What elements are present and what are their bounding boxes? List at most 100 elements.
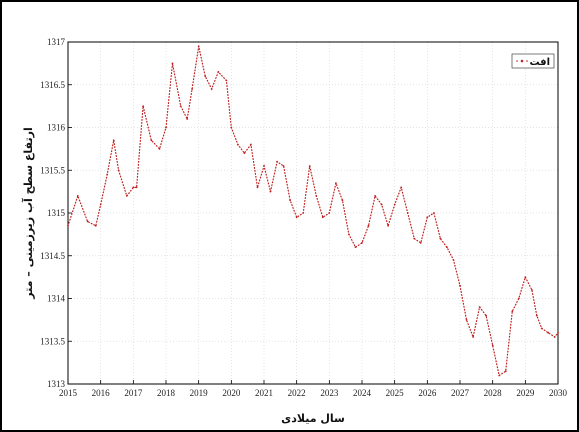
x-tick-label: 2025 <box>386 388 405 398</box>
data-point <box>485 314 487 317</box>
data-point <box>282 165 285 167</box>
data-point <box>67 224 69 227</box>
data-point <box>269 190 272 193</box>
data-point <box>535 314 538 317</box>
x-tick-label: 2021 <box>255 388 273 398</box>
data-point <box>406 212 409 214</box>
data-point <box>498 374 501 377</box>
y-tick-label: 1315 <box>47 208 66 218</box>
data-point <box>472 336 474 338</box>
data-point <box>524 276 527 278</box>
x-tick-label: 2015 <box>59 388 78 398</box>
legend: افت <box>511 53 555 69</box>
data-point <box>210 88 213 90</box>
y-tick-label: 1314.5 <box>40 251 65 261</box>
data-point <box>243 152 246 155</box>
data-point <box>135 186 138 189</box>
data-point <box>446 246 448 249</box>
data-point <box>191 88 194 90</box>
data-point <box>165 126 167 129</box>
legend-label: افت <box>529 57 550 68</box>
data-point <box>276 160 278 163</box>
x-tick-label: 2023 <box>320 388 339 398</box>
data-point <box>400 186 403 189</box>
data-point <box>393 203 396 206</box>
data-point <box>86 220 89 223</box>
y-tick-label: 1314 <box>47 294 66 304</box>
data-point <box>452 259 455 261</box>
data-point <box>328 212 331 214</box>
data-point <box>308 165 311 167</box>
y-tick-label: 1317 <box>47 37 66 47</box>
data-point <box>158 148 161 150</box>
x-tick-label: 2026 <box>418 388 437 398</box>
plot-area <box>67 41 559 385</box>
data-point <box>217 71 220 73</box>
data-point <box>142 105 145 107</box>
data-point <box>348 233 350 236</box>
data-point <box>531 289 533 291</box>
data-point <box>256 186 259 189</box>
data-point <box>354 246 357 249</box>
data-point <box>557 331 559 334</box>
y-tick-label: 1316 <box>47 123 66 133</box>
legend-marker <box>520 59 524 63</box>
data-point <box>367 224 370 227</box>
data-point <box>186 118 189 120</box>
y-tick-label: 1313 <box>47 379 66 389</box>
data-point <box>433 212 435 214</box>
data-point <box>76 195 79 197</box>
data-point <box>553 336 556 338</box>
data-point <box>117 169 120 172</box>
data-point <box>295 216 298 219</box>
x-tick-label: 2024 <box>353 388 372 398</box>
data-point <box>540 327 543 330</box>
data-point <box>150 139 153 142</box>
y-tick-label: 1315.5 <box>40 165 65 175</box>
x-tick-label: 2016 <box>92 388 111 398</box>
data-point <box>179 105 182 107</box>
data-point <box>132 186 135 189</box>
data-point <box>426 216 429 219</box>
data-point <box>106 173 109 176</box>
x-tick-label: 2018 <box>157 388 176 398</box>
data-point <box>94 224 97 227</box>
data-point <box>321 216 324 219</box>
y-axis-title: ارتفاع سطح آب زیرزمینی – متر <box>21 127 35 299</box>
data-point <box>547 331 550 334</box>
data-point <box>289 199 291 202</box>
data-point <box>197 45 200 48</box>
data-point <box>302 212 305 214</box>
data-point <box>225 79 228 82</box>
data-point <box>204 75 207 78</box>
legend-box <box>511 53 555 69</box>
y-tick-label: 1316.5 <box>40 80 65 90</box>
data-point <box>439 237 442 240</box>
y-tick-label: 1313.5 <box>40 336 65 346</box>
data-point <box>250 143 252 146</box>
x-tick-label: 2017 <box>124 388 143 398</box>
axis-ticks: 2015 2016 2017 2018 2019 2020 2021 2022 2023 2024… <box>40 37 567 398</box>
data-point <box>112 139 115 142</box>
x-tick-label: 2029 <box>516 388 535 398</box>
data-point <box>387 224 389 227</box>
legend-marker <box>516 60 518 62</box>
x-tick-label: 2028 <box>484 388 503 398</box>
data-point <box>478 306 481 308</box>
series-line <box>67 46 559 377</box>
x-axis-title: سال میلادی <box>281 412 345 425</box>
data-point <box>263 165 265 167</box>
data-point <box>237 143 239 146</box>
data-point <box>419 242 422 244</box>
data-point <box>315 195 318 197</box>
data-point <box>171 62 174 65</box>
data-point <box>335 182 337 185</box>
legend-marker <box>526 60 528 62</box>
x-tick-label: 2030 <box>549 388 568 398</box>
x-tick-label: 2019 <box>190 388 209 398</box>
data-point <box>504 370 507 373</box>
data-point <box>491 344 494 347</box>
data-point <box>125 195 128 197</box>
